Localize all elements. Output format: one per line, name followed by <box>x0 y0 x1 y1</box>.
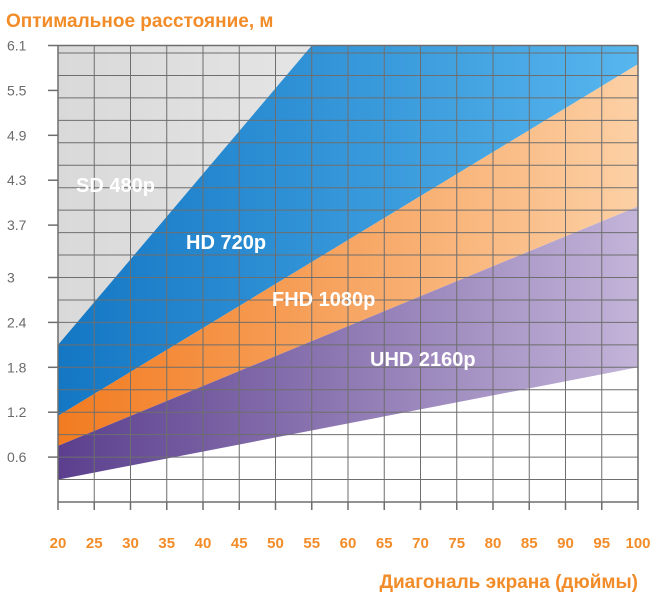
x-tick-label: 75 <box>448 535 465 552</box>
x-tick-label: 70 <box>412 535 429 552</box>
x-tick-label: 100 <box>625 535 650 552</box>
y-tick-label: 3.7 <box>7 217 27 233</box>
y-axis-label: Оптимальное расстояние, м <box>6 11 273 32</box>
x-tick-label: 40 <box>195 535 212 552</box>
grid <box>48 44 639 510</box>
x-tick-label: 55 <box>303 535 320 552</box>
x-tick-label: 90 <box>557 535 574 552</box>
x-tick-label: 20 <box>50 535 67 552</box>
label-fhd-1080p: FHD 1080p <box>272 289 375 311</box>
x-tick-label: 45 <box>231 535 248 552</box>
x-tick-label: 65 <box>376 535 393 552</box>
x-tick-label: 50 <box>267 535 284 552</box>
x-tick-label: 30 <box>122 535 139 552</box>
y-tick-label: 1.2 <box>7 404 27 420</box>
x-tick-label: 25 <box>86 535 103 552</box>
label-uhd-2160p: UHD 2160p <box>370 349 476 371</box>
x-tick-label: 95 <box>593 535 610 552</box>
label-hd-720p: HD 720p <box>186 232 266 254</box>
x-tick-label: 85 <box>521 535 538 552</box>
y-tick-label: 4.9 <box>7 127 27 143</box>
y-tick-label: 4.3 <box>7 172 27 188</box>
y-tick-label: 2.4 <box>7 314 27 330</box>
x-axis-label: Диагональ экрана (дюймы) <box>379 572 638 593</box>
label-sd-480p: SD 480p <box>76 175 155 197</box>
y-tick-label: 6.1 <box>7 38 27 54</box>
y-tick-label: 1.8 <box>7 359 27 375</box>
ticks: 20 25 30 35 40 45 50 55 60 65 70 75 80 85 90 95 100 0.6 1.… <box>7 38 651 552</box>
y-tick-label: 0.6 <box>7 449 27 465</box>
x-tick-label: 80 <box>485 535 502 552</box>
x-tick-label: 35 <box>158 535 175 552</box>
x-tick-label: 60 <box>340 535 357 552</box>
y-tick-label: 3 <box>7 270 15 286</box>
y-tick-label: 5.5 <box>7 82 27 98</box>
